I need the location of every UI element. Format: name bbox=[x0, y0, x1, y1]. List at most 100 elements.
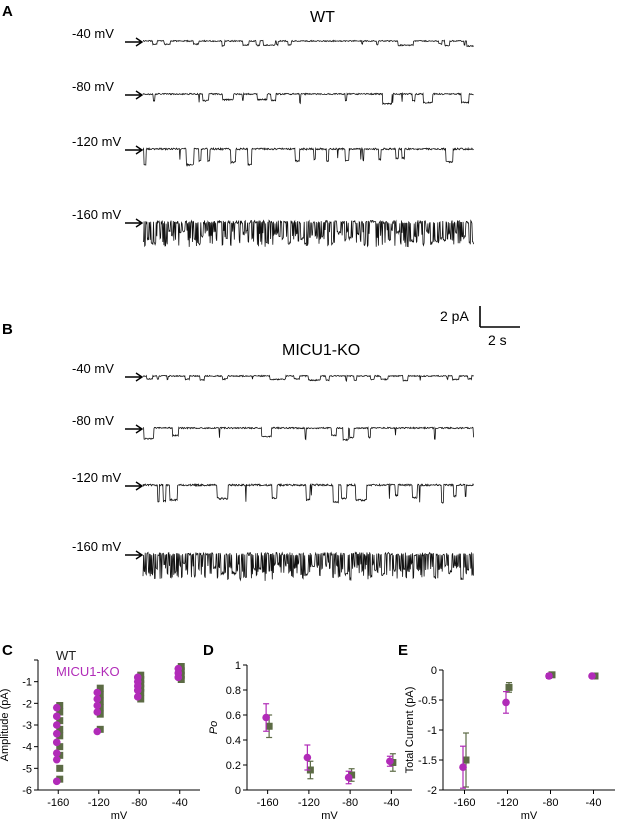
data-point-wt bbox=[56, 717, 64, 725]
data-point-micu1-ko bbox=[93, 727, 102, 736]
mean-point-wt bbox=[348, 771, 356, 779]
panel-a-voltage-label: -40 mV bbox=[72, 26, 114, 41]
x-tick-label: -160 bbox=[47, 797, 69, 809]
x-tick-label: -40 bbox=[586, 797, 602, 809]
y-tick-label: -5 bbox=[22, 763, 32, 775]
x-tick-label: -120 bbox=[496, 797, 518, 809]
mean-point-micu1-ko bbox=[303, 753, 312, 762]
arrow-icon bbox=[125, 37, 144, 47]
arrow-icon bbox=[125, 90, 144, 100]
mean-point-micu1-ko bbox=[502, 698, 510, 707]
x-tick-label: -160 bbox=[257, 797, 279, 809]
panel-d-label: D bbox=[203, 642, 214, 659]
data-point-micu1-ko bbox=[52, 712, 61, 721]
panel-a-current-trace bbox=[142, 219, 474, 248]
x-tick-label: -80 bbox=[131, 797, 147, 809]
y-tick-label: 0.6 bbox=[226, 710, 241, 722]
panel-b-current-trace bbox=[142, 551, 474, 582]
data-point-wt bbox=[56, 725, 64, 733]
x-axis-label: mV bbox=[521, 810, 538, 822]
y-tick-label: 1 bbox=[235, 660, 241, 672]
y-tick-label: 0.2 bbox=[226, 760, 241, 772]
mean-point-wt bbox=[505, 683, 513, 691]
panel-a-voltage-label: -80 mV bbox=[72, 79, 114, 94]
panel-e-label: E bbox=[398, 642, 408, 659]
panel-c-chart: -1 -2 -3 -4 -5 -6 -160 -120 -80 -40 mV Amplitude (p… bbox=[0, 659, 200, 822]
panel-a-label: A bbox=[2, 3, 13, 20]
y-axis-label: Total Current (pA) bbox=[404, 687, 416, 774]
y-tick-label: 0 bbox=[431, 665, 437, 677]
mean-point-micu1-ko bbox=[545, 672, 553, 680]
data-point-micu1-ko bbox=[93, 701, 102, 710]
x-axis-label: mV bbox=[111, 810, 128, 822]
x-axis-label: mV bbox=[321, 810, 338, 822]
mean-point-micu1-ko bbox=[344, 773, 353, 782]
y-tick-label: 0 bbox=[235, 785, 241, 797]
y-tick-label: -2 bbox=[22, 698, 32, 710]
scale-bar-current-label: 2 pA bbox=[440, 308, 469, 324]
panel-b-current-trace bbox=[142, 482, 474, 504]
y-tick-label: 0.8 bbox=[226, 685, 241, 697]
y-axis-label: Po bbox=[208, 721, 220, 734]
panel-b-voltage-label: -120 mV bbox=[72, 470, 121, 485]
panel-a-title: WT bbox=[310, 9, 335, 26]
panel-b-current-trace bbox=[142, 426, 474, 442]
scale-bar: 2 pA 2 s bbox=[440, 306, 520, 348]
scale-bar-time-label: 2 s bbox=[488, 332, 507, 348]
arrow-icon bbox=[125, 372, 144, 382]
arrow-icon bbox=[125, 550, 144, 560]
panel-b-current-trace bbox=[142, 374, 474, 383]
y-tick-label: -4 bbox=[22, 742, 32, 754]
data-point-micu1-ko bbox=[133, 686, 142, 695]
panel-e-chart: 0 -0.5 -1 -1.5 -2 -160 -120 -80 -40 mV Total Curre… bbox=[404, 665, 615, 822]
data-point-wt bbox=[56, 764, 64, 772]
data-point-micu1-ko bbox=[52, 729, 61, 738]
data-point-wt bbox=[56, 743, 64, 751]
arrow-icon bbox=[125, 481, 144, 491]
data-point-micu1-ko bbox=[93, 688, 102, 697]
y-tick-label: 0.4 bbox=[226, 735, 241, 747]
panel-b-label: B bbox=[2, 321, 13, 338]
data-point-micu1-ko bbox=[174, 673, 183, 682]
panel-a-current-trace bbox=[142, 39, 474, 48]
legend-wt: WT bbox=[56, 648, 76, 663]
x-tick-label: -80 bbox=[342, 797, 358, 809]
panel-a-traces: -40 mV -80 mV -120 mV -160 mV bbox=[72, 26, 474, 248]
panel-b-title: MICU1-KO bbox=[282, 342, 360, 359]
data-point-wt bbox=[56, 708, 64, 716]
y-axis-label: Amplitude (pA) bbox=[0, 689, 11, 762]
mean-point-wt bbox=[265, 722, 273, 730]
y-tick-label: -3 bbox=[22, 720, 32, 732]
y-tick-label: -1 bbox=[427, 725, 437, 737]
panel-d-chart: 0 0.2 0.4 0.6 0.8 1 -160 -120 -80 -40 mV Po bbox=[208, 660, 412, 822]
panel-b-voltage-label: -80 mV bbox=[72, 413, 114, 428]
data-point-micu1-ko bbox=[52, 721, 61, 729]
x-tick-label: -40 bbox=[383, 797, 399, 809]
x-tick-label: -160 bbox=[453, 797, 475, 809]
x-tick-label: -120 bbox=[88, 797, 110, 809]
x-tick-label: -80 bbox=[543, 797, 559, 809]
mean-point-micu1-ko bbox=[386, 757, 394, 766]
y-tick-label: -1.5 bbox=[418, 755, 437, 767]
panel-a-voltage-label: -120 mV bbox=[72, 134, 121, 149]
y-tick-label: -2 bbox=[427, 785, 437, 797]
mean-point-wt bbox=[462, 756, 470, 764]
data-point-micu1-ko bbox=[52, 755, 61, 764]
arrow-icon bbox=[125, 145, 144, 155]
data-point-micu1-ko bbox=[52, 749, 61, 757]
mean-point-micu1-ko bbox=[262, 713, 270, 722]
y-tick-label: -0.5 bbox=[418, 695, 437, 707]
data-point-micu1-ko bbox=[133, 693, 142, 701]
panel-a-current-trace bbox=[142, 91, 474, 106]
panel-a-voltage-label: -160 mV bbox=[72, 207, 121, 222]
data-point-micu1-ko bbox=[93, 695, 102, 703]
legend-micu1-ko: MICU1-KO bbox=[56, 664, 120, 679]
x-tick-label: -120 bbox=[298, 797, 320, 809]
data-point-micu1-ko bbox=[52, 777, 61, 786]
mean-point-micu1-ko bbox=[588, 672, 596, 680]
mean-point-micu1-ko bbox=[459, 763, 467, 771]
panel-a-current-trace bbox=[142, 146, 474, 167]
data-point-micu1-ko bbox=[93, 708, 102, 716]
panel-b-voltage-label: -40 mV bbox=[72, 361, 114, 376]
